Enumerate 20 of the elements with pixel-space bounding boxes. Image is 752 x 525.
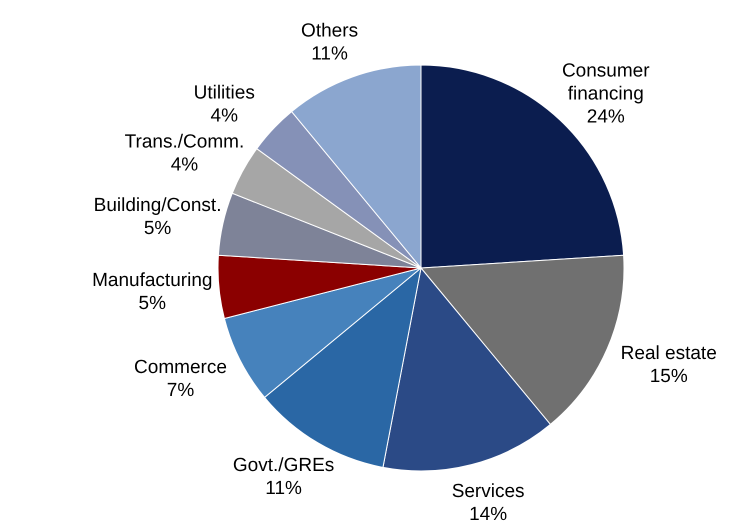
data-label: 7% bbox=[166, 380, 194, 401]
slice-label: Consumer financing bbox=[562, 60, 650, 104]
slice-label: Others bbox=[301, 20, 358, 42]
data-label: 4% bbox=[210, 106, 238, 127]
slice-label: Services bbox=[452, 480, 525, 502]
data-label: 5% bbox=[144, 218, 172, 239]
slice-label: Govt./GREs bbox=[232, 454, 334, 476]
slice-label: Commerce bbox=[134, 356, 227, 378]
data-label: 11% bbox=[265, 478, 302, 499]
slice-label: Real estate bbox=[620, 343, 717, 364]
slice-label: Manufacturing bbox=[92, 270, 212, 292]
data-label: 4% bbox=[170, 154, 198, 176]
data-label: 5% bbox=[138, 293, 166, 314]
data-label: 15% bbox=[650, 366, 688, 388]
data-label: 14% bbox=[469, 504, 508, 525]
slice-label: Trans./Comm. bbox=[124, 131, 244, 152]
slice-label: Utilities bbox=[194, 82, 255, 104]
slice-label: Building/Const. bbox=[94, 194, 222, 216]
data-label: 24% bbox=[586, 106, 625, 128]
data-label: 11% bbox=[311, 44, 348, 65]
